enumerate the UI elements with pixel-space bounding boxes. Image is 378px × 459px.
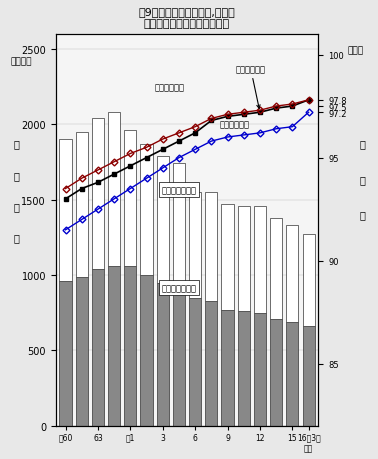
Bar: [124, 131, 136, 266]
Title: 図9　中学校の卒業者数,進学率
（通信制課程を含む）の推移: 図9 中学校の卒業者数,進学率 （通信制課程を含む）の推移: [139, 7, 235, 28]
Bar: [156, 283, 169, 426]
Bar: [92, 269, 104, 426]
Bar: [302, 235, 314, 326]
Text: 者: 者: [14, 202, 19, 212]
Text: 進学率（女）: 進学率（女）: [155, 84, 184, 92]
Bar: [254, 206, 266, 313]
Bar: [141, 275, 153, 426]
Bar: [238, 312, 250, 426]
Text: 学: 学: [360, 174, 366, 185]
Bar: [76, 133, 88, 277]
Text: 卒: 卒: [14, 139, 19, 149]
Text: 卒業者数（男）: 卒業者数（男）: [161, 284, 197, 292]
Bar: [173, 164, 185, 293]
Text: （％）: （％）: [347, 46, 363, 55]
Text: 業: 業: [14, 171, 19, 180]
Bar: [173, 293, 185, 426]
Bar: [238, 206, 250, 312]
Text: 進: 進: [360, 139, 366, 149]
Bar: [59, 140, 71, 281]
Bar: [108, 113, 120, 266]
Bar: [302, 326, 314, 426]
Bar: [108, 266, 120, 426]
Bar: [286, 226, 299, 322]
Bar: [92, 119, 104, 269]
Bar: [222, 310, 234, 426]
Text: 率: 率: [360, 210, 366, 220]
Bar: [156, 157, 169, 283]
Bar: [189, 298, 201, 426]
Bar: [286, 322, 299, 426]
Bar: [254, 313, 266, 426]
Bar: [222, 205, 234, 310]
Bar: [141, 145, 153, 275]
Text: （千人）: （千人）: [11, 58, 33, 67]
Bar: [270, 319, 282, 426]
Bar: [124, 266, 136, 426]
Bar: [76, 277, 88, 426]
Text: 卒業者数（女）: 卒業者数（女）: [161, 186, 197, 195]
Bar: [59, 281, 71, 426]
Bar: [205, 301, 217, 426]
Bar: [205, 193, 217, 301]
Text: 数: 数: [14, 233, 19, 243]
Text: 進学率（男）: 進学率（男）: [220, 120, 249, 129]
Bar: [189, 193, 201, 298]
Bar: [270, 218, 282, 319]
Text: 進学率（計）: 進学率（計）: [235, 65, 266, 109]
